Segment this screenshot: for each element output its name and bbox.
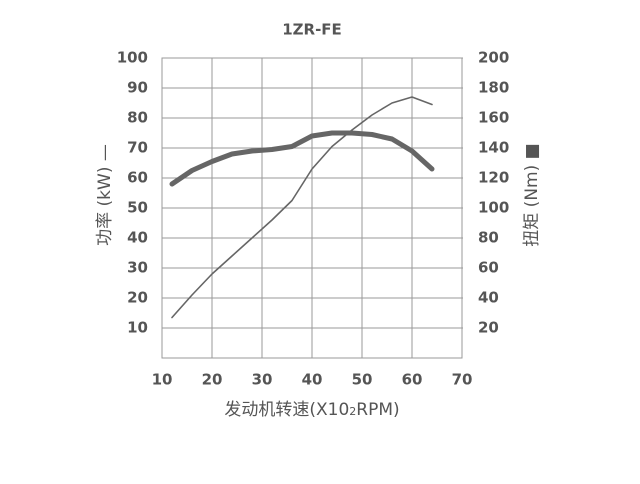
- x-tick-label: 40: [302, 371, 323, 389]
- x-tick-label: 60: [402, 371, 423, 389]
- y-tick-label: 90: [127, 79, 148, 97]
- y-tick-label: 80: [127, 109, 148, 127]
- y2-tick-label: 160: [478, 109, 509, 127]
- y2-tick-label: 100: [478, 199, 509, 217]
- y2-tick-label: 200: [478, 49, 509, 67]
- y-tick-label: 10: [127, 319, 148, 337]
- x-tick-label: 70: [452, 371, 473, 389]
- y-axis-label: 功率 (kW) —: [95, 144, 115, 246]
- y-tick-label: 70: [127, 139, 148, 157]
- y2-tick-label: 80: [478, 229, 499, 247]
- series-line: [171, 96, 433, 319]
- x-axis-label: 发动机转速(X102RPM): [224, 400, 399, 420]
- y2-tick-label: 20: [478, 319, 499, 337]
- x-tick-label: 50: [352, 371, 373, 389]
- y-tick-label: 20: [127, 289, 148, 307]
- y2-tick-label: 140: [478, 139, 509, 157]
- y-tick-label: 60: [127, 169, 148, 187]
- y-tick-label: 30: [127, 259, 148, 277]
- chart-title: 1ZR-FE: [282, 21, 342, 39]
- y2-tick-label: 180: [478, 79, 509, 97]
- y2-tick-label: 60: [478, 259, 499, 277]
- x-label-exponent: 2: [349, 405, 356, 418]
- x-tick-label: 30: [252, 371, 273, 389]
- x-tick-label: 20: [202, 371, 223, 389]
- y-tick-label: 100: [117, 49, 148, 67]
- series-line: [169, 130, 435, 187]
- y2-axis-label: 扭矩 (Nm) ■: [522, 143, 542, 246]
- y-tick-label: 50: [127, 199, 148, 217]
- y2-tick-label: 120: [478, 169, 509, 187]
- x-label-part: RPM): [356, 400, 399, 420]
- y2-tick-label: 40: [478, 289, 499, 307]
- x-tick-label: 10: [152, 371, 173, 389]
- x-label-part: 发动机转速(X10: [224, 400, 349, 420]
- y-tick-label: 40: [127, 229, 148, 247]
